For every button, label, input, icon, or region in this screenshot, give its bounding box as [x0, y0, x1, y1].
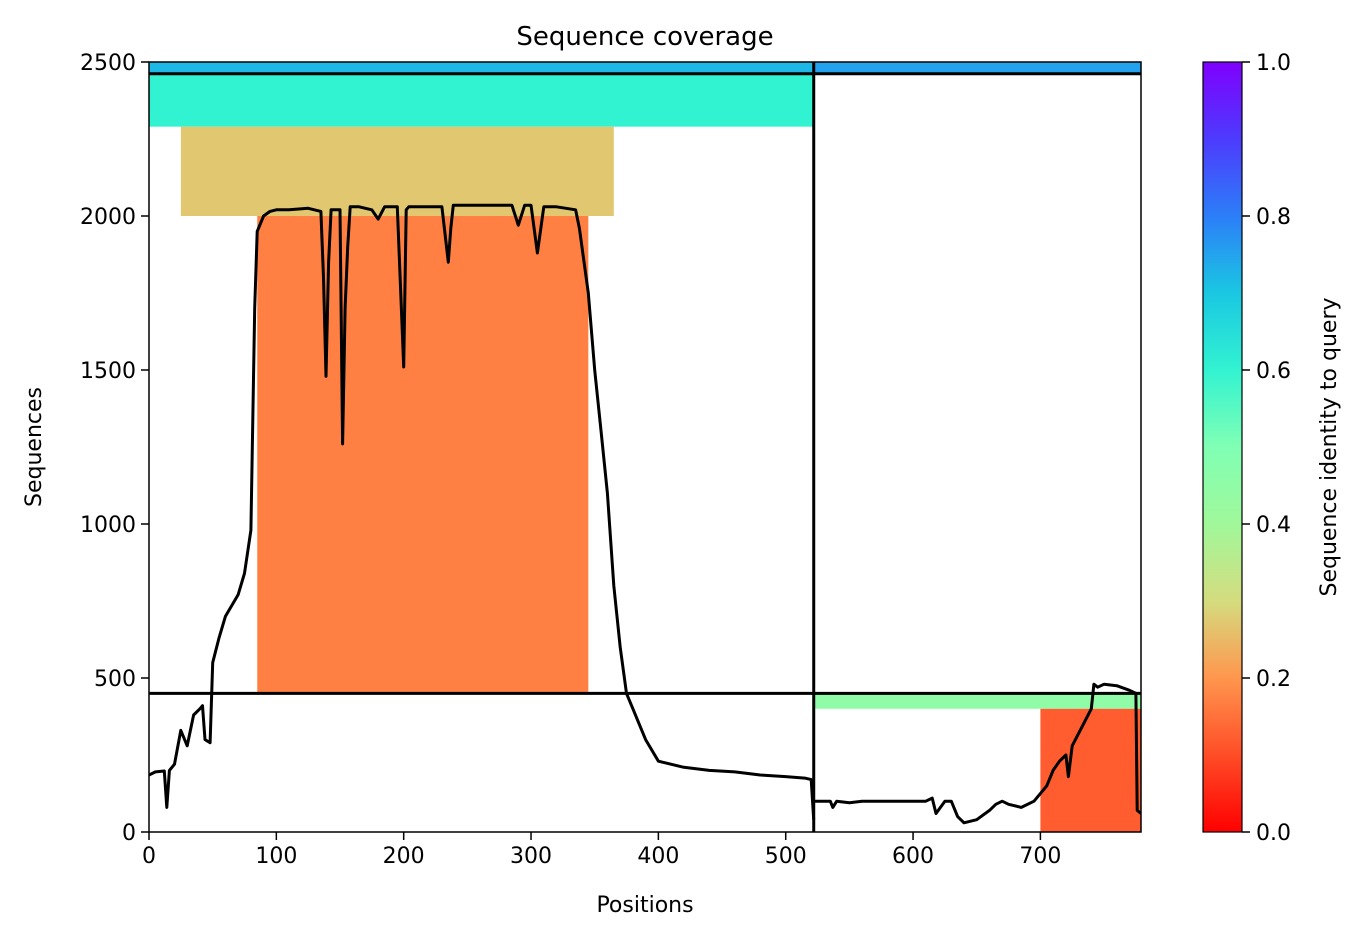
heatmap-layer: [149, 62, 1141, 832]
colorbar: [1202, 61, 1243, 833]
colorbar-tick-label: 0.4: [1256, 513, 1291, 538]
x-tick-label: 700: [1019, 844, 1061, 869]
coverage-line-segment-0: [149, 203, 816, 820]
heat-block-chain2-paired-top: [813, 62, 1141, 74]
x-tick-label: 0: [142, 844, 156, 869]
x-tick-label: 400: [637, 844, 679, 869]
colorbar-tick-label: 0.2: [1256, 667, 1291, 692]
x-axis-title: Positions: [596, 893, 693, 918]
x-axis: 0 100 200 300 400 500 600 700: [142, 832, 1061, 869]
heat-block-chain1-low-identity: [257, 216, 589, 694]
heat-block-chain2-top-of-lower: [813, 693, 1141, 709]
y-axis: 0 500 1000 1500 2000 2500: [80, 51, 149, 846]
colorbar-label: Sequence identity to query: [1317, 297, 1342, 596]
x-tick-label: 100: [255, 844, 297, 869]
y-tick-label: 1000: [80, 513, 136, 538]
colorbar-tick-label: 1.0: [1256, 51, 1291, 76]
colorbar-axis: 0.0 0.2 0.4 0.6 0.8 1.0: [1242, 51, 1291, 846]
plot-frame: [148, 61, 1142, 833]
coverage-line-segment-1: [813, 682, 1141, 825]
y-axis-title: Sequences: [22, 387, 47, 507]
y-tick-label: 2000: [80, 205, 136, 230]
heat-block-chain1-paired-top: [149, 62, 814, 74]
colorbar-tick-label: 0.6: [1256, 359, 1291, 384]
x-tick-label: 200: [383, 844, 425, 869]
heat-block-chain2-low-identity: [1040, 708, 1141, 832]
x-tick-label: 500: [765, 844, 807, 869]
chart-title: Sequence coverage: [516, 22, 773, 52]
boundary-lines: [149, 62, 1141, 832]
colorbar-tick-label: 0.0: [1256, 821, 1291, 846]
x-tick-label: 300: [510, 844, 552, 869]
colorbar-tick-label: 0.8: [1256, 205, 1291, 230]
heat-block-chain1-mid-identity: [180, 126, 614, 216]
coverage-line-layer: [149, 203, 1141, 825]
y-tick-label: 1500: [80, 359, 136, 384]
y-tick-label: 500: [94, 667, 136, 692]
y-tick-label: 2500: [80, 51, 136, 76]
x-tick-label: 600: [892, 844, 934, 869]
y-tick-label: 0: [122, 821, 136, 846]
heat-block-chain1-high-identity: [149, 73, 814, 127]
